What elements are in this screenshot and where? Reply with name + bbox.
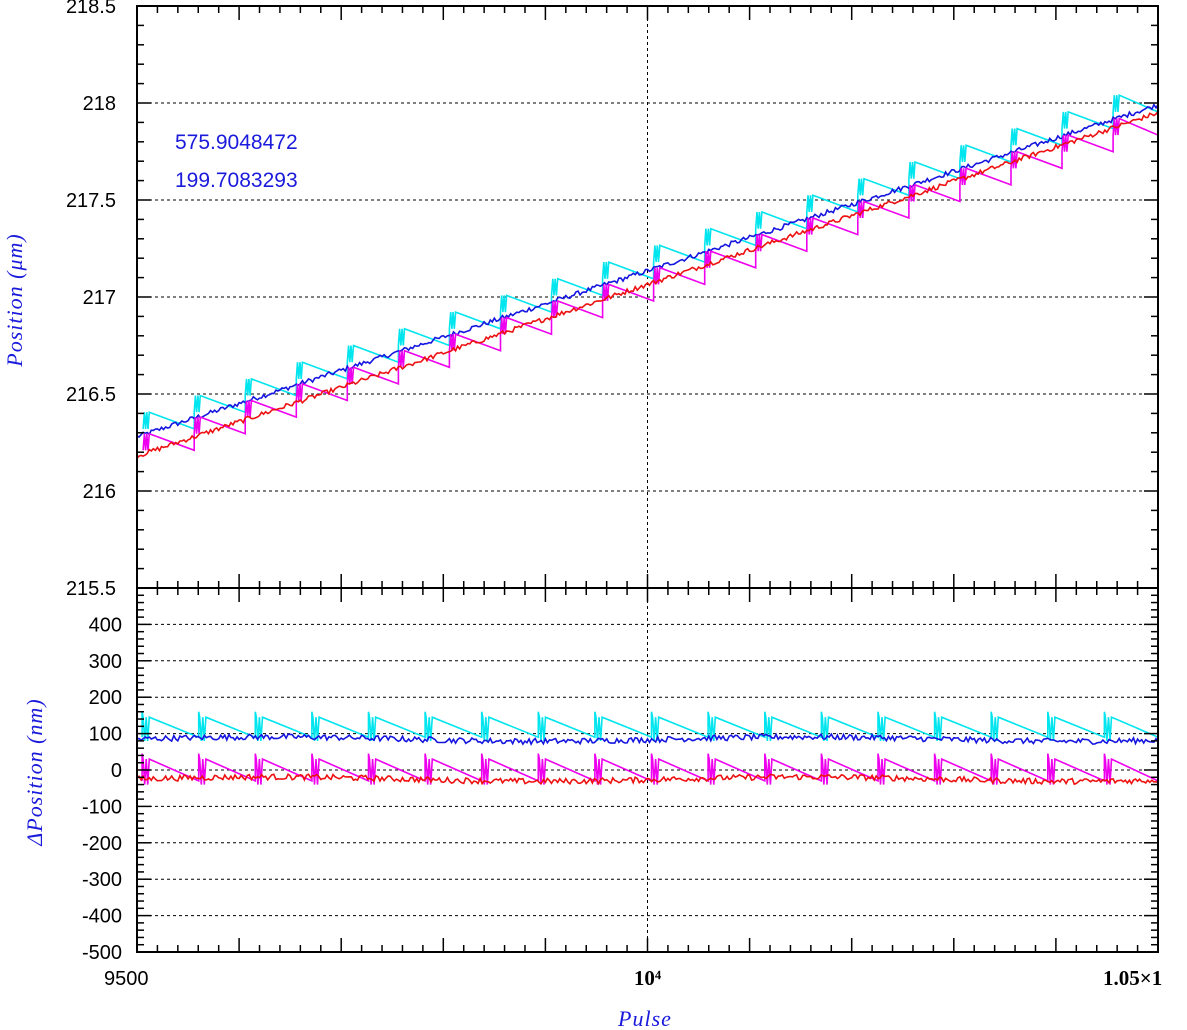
x-axis-title: Pulse [617,1006,672,1030]
top-y-tick-label: 216.5 [66,384,116,406]
bottom-y-tick-label: -100 [82,796,122,818]
top-panel-grid [137,6,1158,588]
annotation-line-2: 199.7083293 [175,169,298,192]
top-panel-series [136,94,1159,459]
bottom-series-line [136,772,1159,786]
annotation-line-1: 575.9048472 [175,131,298,154]
top-y-tick-label: 218.5 [66,0,116,18]
bottom-y-axis-title: ΔPosition (nm) [22,698,47,846]
x-tick-label: 10⁴ [634,966,662,990]
bottom-panel-frame [136,587,1159,953]
bottom-y-tick-label: 400 [89,614,122,636]
bottom-y-tick-label: 200 [89,687,122,709]
bottom-panel-series [136,711,1159,786]
top-y-axis-title: Position (μm) [2,233,27,367]
x-tick-label: 9500 [104,968,149,990]
top-y-tick-label: 217 [83,287,116,309]
bottom-series-line [136,732,1159,746]
top-series-line [136,102,1159,439]
bottom-y-tick-label: -500 [82,942,122,964]
top-y-tick-label: 217.5 [66,190,116,212]
top-series-line [142,117,1159,452]
tick-labels: 218.5 218 217.5 217 216.5 216 215.5 400 300 200 10… [66,0,1162,990]
top-y-tick-label: 216 [83,481,116,503]
top-series-line [142,94,1159,431]
bottom-y-tick-label: -200 [82,833,122,855]
bottom-y-tick-label: -400 [82,906,122,928]
top-series-line [136,110,1159,459]
top-y-tick-label: 218 [83,93,116,115]
bottom-y-tick-label: 100 [89,724,122,746]
x-tick-label: 1.05×1 [1103,966,1162,990]
bottom-y-tick-label: 0 [111,760,122,782]
bottom-y-tick-label: -300 [82,869,122,891]
top-y-tick-label: 215.5 [66,578,116,600]
bottom-panel-grid [137,588,1158,952]
bottom-y-tick-label: 300 [89,651,122,673]
